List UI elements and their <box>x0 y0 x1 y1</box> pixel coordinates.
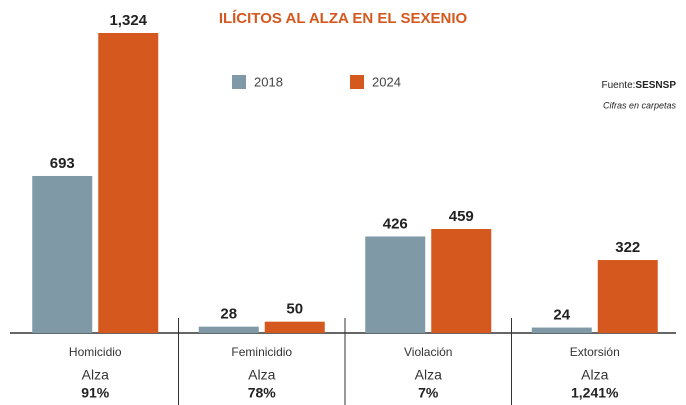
legend-label: 2024 <box>372 74 401 89</box>
bar <box>98 33 159 333</box>
note: Cifras en carpetas <box>603 100 677 110</box>
annotation-label: Alza <box>415 367 442 383</box>
annotation-value: 78% <box>248 385 277 401</box>
legend-label: 2018 <box>254 74 283 89</box>
source: Fuente:SESNSP <box>602 80 677 91</box>
bar <box>365 236 426 333</box>
category-label: Homicidio <box>69 345 122 359</box>
value-label: 24 <box>553 307 570 324</box>
value-label: 1,324 <box>109 12 147 29</box>
value-label: 50 <box>286 301 303 318</box>
legend-swatch <box>350 75 364 89</box>
bar <box>32 175 93 333</box>
annotation-label: Alza <box>581 367 608 383</box>
category-label: Violación <box>404 345 452 359</box>
source-name: SESNSP <box>635 80 676 91</box>
bar <box>198 326 259 333</box>
bar <box>597 260 658 333</box>
bar <box>531 327 592 333</box>
annotation-value: 7% <box>418 385 439 401</box>
category-label: Extorsión <box>570 345 620 359</box>
category-label: Feminicidio <box>231 345 292 359</box>
chart-title: ILÍCITOS AL ALZA EN EL SEXENIO <box>219 10 468 27</box>
annotation-value: 91% <box>81 385 110 401</box>
annotation-value: 1,241% <box>571 385 619 401</box>
bar <box>264 321 325 333</box>
source-label: Fuente: <box>602 80 636 91</box>
legend-swatch <box>232 75 246 89</box>
value-label: 28 <box>220 306 237 323</box>
value-label: 322 <box>615 239 640 256</box>
value-label: 459 <box>449 208 474 225</box>
value-label: 693 <box>50 155 75 172</box>
value-label: 426 <box>383 215 408 232</box>
annotation-label: Alza <box>82 367 109 383</box>
bar <box>431 228 492 333</box>
annotation-label: Alza <box>248 367 275 383</box>
